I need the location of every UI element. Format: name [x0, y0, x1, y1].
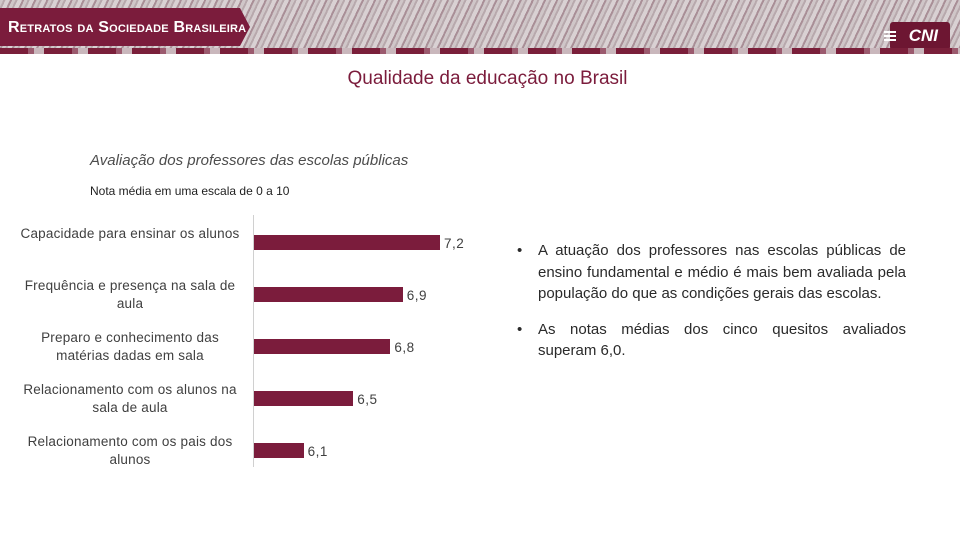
category-label: Preparo e conhecimento das matérias dada… — [41, 330, 219, 363]
cni-logo-text: CNI — [908, 26, 938, 45]
bar — [254, 235, 440, 250]
bar-chart: Capacidade para ensinar os alunos 7,2 Freq… — [0, 215, 490, 475]
bullet-marker: • — [517, 242, 523, 259]
bullet-text: As notas médias dos cinco quesitos avali… — [538, 320, 906, 360]
bullet-item: • A atuação dos professores nas escolas … — [512, 240, 906, 305]
bullet-item: • As notas médias dos cinco quesitos ava… — [512, 319, 906, 362]
page-title: Qualidade da educação no Brasil — [347, 68, 628, 89]
cni-logo — [890, 22, 950, 50]
bar — [254, 391, 354, 406]
category-axis-line — [253, 215, 254, 467]
value-label: 6,5 — [357, 392, 378, 407]
category-label: Relacionamento com os pais dos alunos — [27, 434, 233, 467]
bar — [254, 443, 304, 458]
bullet-marker: • — [517, 320, 523, 338]
brand-title: Retratos da Sociedade Brasileira — [8, 19, 247, 36]
category-label: Capacidade para ensinar os alunos — [20, 226, 240, 241]
cni-logo-stripes — [884, 31, 896, 41]
chart-note: Nota média em uma escala de 0 a 10 — [90, 184, 290, 198]
value-label: 6,8 — [394, 340, 415, 355]
bar — [254, 287, 403, 302]
bullet-text: A atuação dos professores nas escolas pú… — [538, 242, 906, 302]
value-label: 7,2 — [444, 236, 465, 251]
header-banner: Retratos da Sociedade Brasileira CNI — [0, 0, 960, 54]
bar — [254, 339, 391, 354]
bullet-list: • A atuação dos professores nas escolas … — [512, 240, 906, 376]
category-label: Frequência e presença na sala de aula — [24, 278, 236, 311]
category-label: Relacionamento com os alunos na sala de … — [23, 382, 237, 415]
chart-subtitle: Avaliação dos professores das escolas pú… — [90, 152, 409, 169]
value-label: 6,9 — [406, 288, 428, 303]
brand-banner — [0, 8, 250, 46]
value-label: 6,1 — [307, 444, 328, 459]
